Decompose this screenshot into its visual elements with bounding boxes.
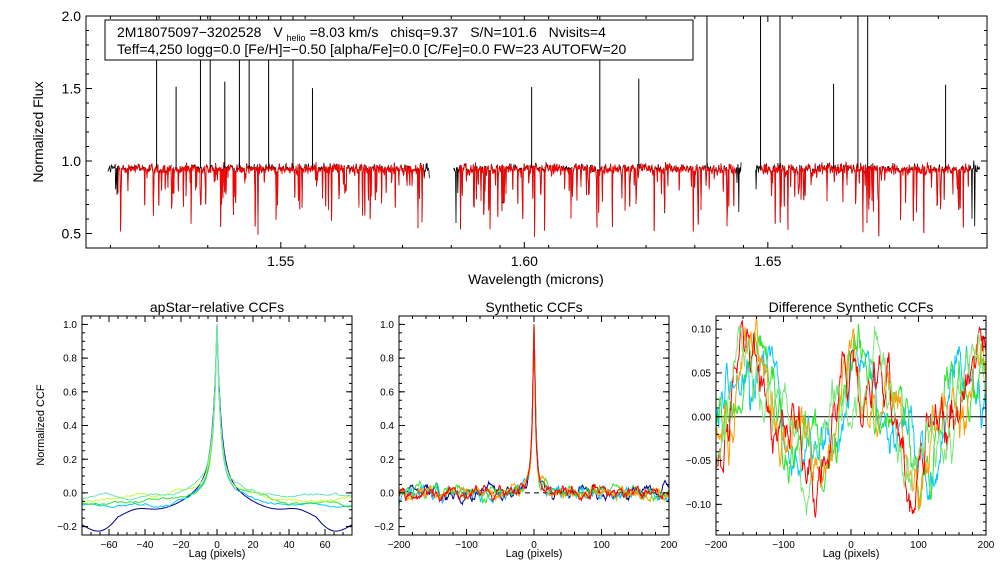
ccf3-x-axis-title: Lag (pixels) (823, 548, 880, 560)
ccf3-y-tick-label: 0.05 (692, 369, 712, 380)
ccf2-title: Synthetic CCFs (485, 299, 582, 315)
ccf1-x-tick-label: 20 (247, 540, 259, 551)
ccf1-x-tick-label: 0 (214, 540, 220, 551)
ccf1-ticks: −60 −40 −20 0 20 40 60 −0.2 0.0 0.2 0.4 0.6 0.8 1.0 (57, 316, 353, 551)
ccf3-x-tick-label: 100 (910, 540, 927, 551)
spectrum-y-tick-label: 0.5 (62, 226, 82, 242)
ccf2-x-tick-label: −100 (455, 540, 478, 551)
spectrum-panel: 1.55 1.60 1.65 0.5 1.0 1.5 2.0 Wavelength (mic… (30, 8, 988, 287)
ccf1-x-tick-label: −20 (173, 540, 190, 551)
info-line-2: Teff=4,250 logg=0.0 [Fe/H]=−0.50 [alpha/… (117, 41, 626, 57)
ccf1-x-tick-label: −40 (137, 540, 154, 551)
ccf3-ticks: −200 −100 0 100 200 −0.10 −0.05 0.00 0.05 0.10 (686, 316, 995, 551)
ccf3-y-tick-label: 0.00 (692, 412, 712, 423)
info-star-id: 2M18075097−3202528 (117, 24, 262, 40)
ccf3-x-tick-label: −100 (772, 540, 795, 551)
info-vhelio-label: V (273, 24, 283, 40)
ccf3-series-visit-5 (715, 325, 987, 516)
info-snr: S/N=101.6 (470, 24, 537, 40)
difference-synthetic-ccf-panel: Difference Synthetic CCFs −200 −100 0 100 20… (686, 299, 995, 560)
ccf3-y-tick-label: −0.10 (686, 500, 712, 511)
info-chisq: chisq=9.37 (390, 24, 458, 40)
ccf2-y-tick-label: 0.4 (380, 421, 394, 432)
ccf2-y-tick-label: 0.8 (380, 354, 394, 365)
spectrum-model-segment (760, 161, 971, 235)
spectrum-x-axis-title: Wavelength (microns) (468, 271, 604, 287)
synthetic-ccf-panel: Synthetic CCFs −200 −100 0 100 200 −0.2 0.0 0.2… (374, 299, 678, 560)
ccf2-y-tick-label: 0.6 (380, 387, 394, 398)
ccf1-x-axis-title: Lag (pixels) (189, 548, 246, 560)
ccf2-plot-area (398, 324, 670, 507)
ccf2-x-tick-label: −200 (388, 540, 411, 551)
ccf1-series-visit-4 (81, 324, 353, 501)
ccf1-y-tick-label: 0.0 (63, 488, 77, 499)
ccf3-series-visit-2 (715, 323, 987, 510)
ccf2-x-tick-label: 0 (531, 540, 537, 551)
ccf3-x-tick-label: −200 (705, 540, 728, 551)
spectrum-model-segment (117, 161, 425, 235)
ccf1-y-axis-title: Normalized CCF (35, 384, 47, 466)
ccf1-y-tick-label: 0.6 (63, 387, 77, 398)
spectrum-x-tick-label: 1.60 (511, 253, 538, 269)
ccf2-y-tick-label: 0.0 (380, 488, 394, 499)
spectrum-y-tick-label: 2.0 (62, 8, 82, 24)
spectrum-model-segment (458, 162, 737, 236)
ccf2-y-tick-label: 1.0 (380, 320, 394, 331)
ccf2-series-visit-4 (398, 324, 670, 503)
ccf3-series-visit-4 (715, 319, 987, 518)
ccf1-y-tick-label: 0.2 (63, 455, 77, 466)
ccf3-y-tick-label: −0.05 (686, 456, 712, 467)
ccf1-y-tick-label: −0.2 (57, 522, 77, 533)
ccf1-y-tick-label: 0.4 (63, 421, 77, 432)
info-vhelio-sub: helio (287, 33, 306, 43)
info-vhelio-value: =8.03 km/s (309, 24, 378, 40)
ccf3-plot-area (715, 315, 987, 518)
ccf1-y-tick-label: 0.8 (63, 354, 77, 365)
ccf3-title: Difference Synthetic CCFs (769, 299, 934, 315)
ccf2-x-axis-title: Lag (pixels) (506, 548, 563, 560)
ccf3-x-tick-label: 200 (978, 540, 995, 551)
spectrum-x-tick-label: 1.65 (754, 253, 781, 269)
spectrum-y-tick-label: 1.5 (62, 81, 82, 97)
ccf2-y-tick-label: −0.2 (374, 522, 394, 533)
spectrum-ticks: 1.55 1.60 1.65 0.5 1.0 1.5 2.0 (62, 8, 987, 269)
info-box-frame (104, 19, 694, 61)
spectrum-y-axis-title: Normalized Flux (30, 81, 46, 182)
ccf2-y-tick-label: 0.2 (380, 455, 394, 466)
spectrum-x-tick-label: 1.55 (267, 253, 294, 269)
ccf1-x-tick-label: 60 (319, 540, 331, 551)
ccf1-x-tick-label: −60 (101, 540, 118, 551)
ccf3-y-tick-label: 0.10 (692, 325, 712, 336)
apstar-relative-ccf-panel: apStar−relative CCFs −60 −40 −20 0 20 40 60 −0.… (35, 299, 353, 560)
ccf2-ticks: −200 −100 0 100 200 −0.2 0.0 0.2 0.4 0.6 0.8 1.0 (374, 316, 678, 551)
ccf2-x-tick-label: 100 (593, 540, 610, 551)
ccf1-title: apStar−relative CCFs (150, 299, 284, 315)
ccf3-x-tick-label: 0 (848, 540, 854, 551)
spectrum-y-tick-label: 1.0 (62, 153, 82, 169)
spectrum-info-box: 2M18075097−3202528 V helio =8.03 km/s ch… (104, 19, 694, 61)
ccf1-plot-area (81, 324, 353, 532)
ccf1-x-tick-label: 40 (283, 540, 295, 551)
info-nvisits: Nvisits=4 (549, 24, 606, 40)
ccf2-x-tick-label: 200 (661, 540, 678, 551)
ccf1-y-tick-label: 1.0 (63, 320, 77, 331)
info-line-1: 2M18075097−3202528 V helio =8.03 km/s ch… (117, 24, 606, 44)
